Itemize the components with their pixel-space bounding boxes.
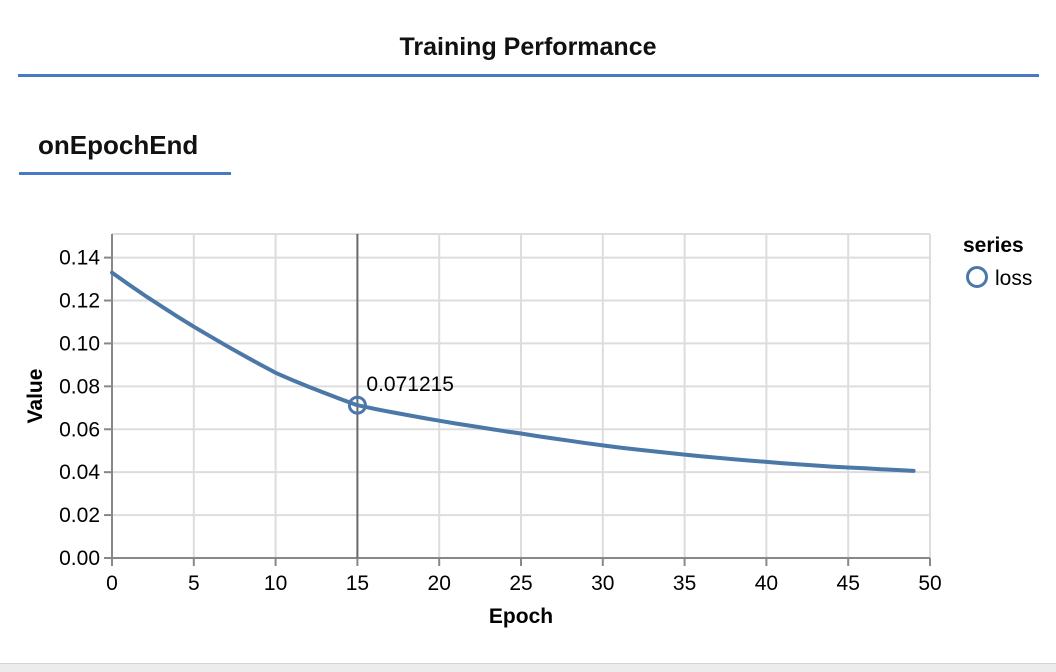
- y-tick-label: 0.04: [59, 461, 100, 484]
- y-tick-label: 0.00: [59, 547, 100, 570]
- section-divider: [19, 172, 231, 175]
- loss-chart-svg: 0.00 0.02 0.04 0.06 0.08 0.10 0.12 0.14 0 5 10 15 20…: [24, 233, 1032, 628]
- x-tick-label: 10: [264, 572, 287, 595]
- x-tick-label: 0: [106, 572, 118, 595]
- y-tick-label: 0.12: [59, 290, 100, 313]
- x-tick-label: 30: [591, 572, 614, 595]
- y-tick-label: 0.10: [59, 332, 100, 355]
- x-tick-label: 5: [188, 572, 200, 595]
- y-axis-title: Value: [24, 369, 47, 424]
- highlight-value-label: 0.071215: [366, 373, 454, 396]
- highlight-point-marker: [347, 395, 367, 415]
- loss-chart[interactable]: 0.00 0.02 0.04 0.06 0.08 0.10 0.12 0.14 0 5 10 15 20…: [0, 215, 1056, 660]
- x-tick-label: 20: [428, 572, 451, 595]
- section-title: onEpochEnd: [38, 130, 199, 160]
- x-tick-label: 40: [755, 572, 778, 595]
- y-tick-label: 0.02: [59, 504, 100, 527]
- x-axis-title: Epoch: [489, 605, 553, 628]
- x-tick-label: 45: [837, 572, 860, 595]
- x-tick-label: 35: [673, 572, 696, 595]
- legend-loss-label: loss: [995, 267, 1032, 290]
- page-title: Training Performance: [399, 33, 657, 61]
- y-tick-label: 0.14: [59, 247, 100, 270]
- x-tick-label: 50: [918, 572, 941, 595]
- y-tick-label: 0.08: [59, 375, 100, 398]
- title-divider: [18, 74, 1039, 77]
- y-tick-label: 0.06: [59, 418, 100, 441]
- x-tick-label: 25: [509, 572, 532, 595]
- x-tick-label: 15: [346, 572, 369, 595]
- bottom-bar: [0, 663, 1056, 672]
- loss-line: [110, 270, 916, 473]
- legend-title: series: [963, 234, 1024, 257]
- legend-loss-marker-icon: [966, 266, 988, 288]
